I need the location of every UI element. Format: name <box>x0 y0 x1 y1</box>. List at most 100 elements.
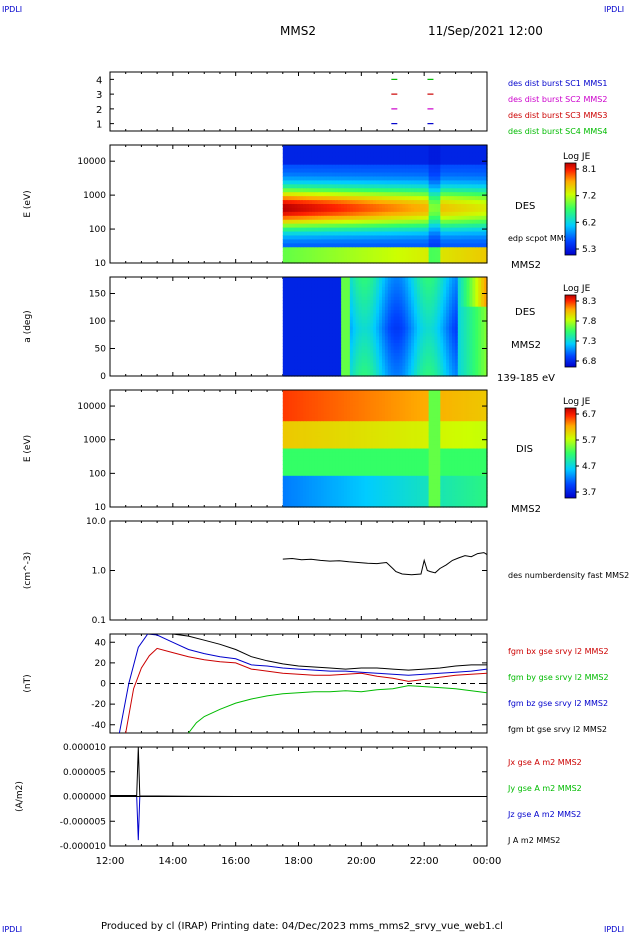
current-panel: 0.000010 0.000005 0.000000 -0.000005 -0.0000… <box>15 743 582 852</box>
fgm-ytick-label: 20 <box>95 659 107 669</box>
fgm-line-black <box>147 634 487 671</box>
spacecraft-ytick-label: 1 <box>96 120 102 131</box>
footer-credit: Produced by cl (IRAP) Printing date: 04/… <box>101 921 503 932</box>
des-energy-ytick-label: 10 <box>95 259 107 269</box>
colorbar-tick-label: 7.8 <box>582 317 597 327</box>
current-line-blue <box>110 796 487 841</box>
current-legend-4: J A m2 MMS2 <box>507 836 560 845</box>
sat-label: MMS2 <box>511 504 541 515</box>
des-energy-panel: 10000 1000 100 10 E (eV) DES edp scpot MMS2 MMS… <box>23 144 596 271</box>
des-pitch-ytick-label: 100 <box>89 317 106 327</box>
colorbar-tick-label: 7.3 <box>582 337 596 347</box>
spacecraft-panel: 4 3 2 1 des dist burst SC1 MMS1 des dist burs… <box>96 71 607 136</box>
dis-label: DIS <box>516 444 533 455</box>
corner-mark-top-left: IPDLI <box>2 5 22 14</box>
spacecraft-ytick-label: 4 <box>96 75 102 86</box>
spacecraft-frame <box>109 71 488 132</box>
colorbar-tick-label: 5.7 <box>582 436 596 446</box>
colorbar-tick-label: 8.3 <box>582 297 596 307</box>
current-ytick-label: 0.000010 <box>63 743 106 753</box>
legend-2: des dist burst SC2 MMS2 <box>508 95 607 104</box>
fgm-ytick-label: 40 <box>95 638 107 648</box>
y-axis-label: E (eV) <box>23 190 33 217</box>
current-line-black <box>110 746 487 797</box>
des-energy-ytick-label: 1000 <box>83 191 106 201</box>
time-tick-label: 12:00 <box>96 856 125 867</box>
dis-energy-panel: 10000 1000 100 10 E (eV) DIS MMS2 Log JE 6.7 5.7 4… <box>23 389 596 515</box>
dis-energy-colorbar <box>564 407 577 499</box>
current-ytick-label: 0.000005 <box>63 768 106 778</box>
colorbar-tick-label: 4.7 <box>582 462 596 472</box>
y-axis-label: (A/m2) <box>15 781 25 812</box>
spacecraft-ytick-label: 3 <box>96 90 102 101</box>
scpot-label: edp scpot MMS2 <box>508 234 574 243</box>
density-line <box>282 552 488 576</box>
time-tick-label: 18:00 <box>284 856 313 867</box>
energy-range-label: 139-185 eV <box>497 373 555 384</box>
time-tick-label: 22:00 <box>410 856 439 867</box>
des-pitch-ytick-label: 50 <box>95 345 107 355</box>
des-energy-ytick-label: 100 <box>89 225 106 235</box>
fgm-ytick-label: -20 <box>91 700 106 710</box>
time-axis: 12:00 14:00 16:00 18:00 20:00 22:00 00:00 <box>96 856 502 867</box>
fgm-legend-2: fgm by gse srvy l2 MMS2 <box>508 673 609 682</box>
panels: 4 3 2 1 des dist burst SC1 MMS1 des dist burs… <box>15 71 629 852</box>
fgm-legend-1: fgm bx gse srvy l2 MMS2 <box>508 647 609 656</box>
fgm-line-red <box>125 647 487 733</box>
fgm-ytick-label: -40 <box>91 721 106 731</box>
legend-1: des dist burst SC1 MMS1 <box>508 79 607 88</box>
corner-mark-bottom-right: IPDLI <box>604 925 624 934</box>
colorbar-tick-label: 3.7 <box>582 488 596 498</box>
fgm-legend-4: fgm bt gse srvy l2 MMS2 <box>508 725 607 734</box>
fgm-line-green <box>188 685 487 733</box>
dis-energy-ytick-label: 1000 <box>83 436 106 446</box>
fgm-line-blue <box>118 634 487 733</box>
colorbar-title: Log JE <box>563 397 591 407</box>
legend-3: des dist burst SC3 MMS3 <box>508 111 607 120</box>
time-tick-label: 16:00 <box>221 856 250 867</box>
y-axis-label: a (deg) <box>23 310 33 342</box>
time-tick-label: 14:00 <box>158 856 187 867</box>
y-axis-label: E (eV) <box>23 435 33 462</box>
colorbar-tick-label: 7.2 <box>582 192 596 202</box>
colorbar-title: Log JE <box>563 152 591 162</box>
y-axis-label: (nT) <box>23 674 33 692</box>
des-pitch-ytick-label: 150 <box>89 290 106 300</box>
colorbar-tick-label: 6.7 <box>582 410 596 420</box>
des-energy-ytick-label: 10000 <box>77 157 106 167</box>
colorbar-tick-label: 6.2 <box>582 218 596 228</box>
sat-label: MMS2 <box>511 340 541 351</box>
current-legend-2: Jy gse A m2 MMS2 <box>507 784 582 793</box>
current-ytick-label: -0.000010 <box>60 842 106 852</box>
fgm-legend-3: fgm bz gse srvy l2 MMS2 <box>508 699 608 708</box>
des-energy-colorbar <box>564 162 577 256</box>
plot-datetime: 11/Sep/2021 12:00 <box>428 24 543 38</box>
density-panel: 10.0 1.0 0.1 (cm^-3) des numberdensity fast … <box>23 517 629 626</box>
corner-mark-bottom-left: IPDLI <box>2 925 22 934</box>
time-tick-label: 00:00 <box>473 856 502 867</box>
density-legend: des numberdensity fast MMS2 <box>508 571 629 580</box>
current-legend-3: Jz gse A m2 MMS2 <box>507 810 581 819</box>
colorbar-tick-label: 5.3 <box>582 245 596 255</box>
des-pitch-panel: 150 100 50 0 a (deg) DES MMS2 139-185 eV Log JE 8… <box>23 276 597 384</box>
corner-mark-top-right: IPDLI <box>604 5 624 14</box>
time-tick-label: 20:00 <box>347 856 376 867</box>
fgm-ytick-label: 0 <box>100 680 106 690</box>
colorbar-tick-label: 8.1 <box>582 165 596 175</box>
plot-title: MMS2 <box>280 24 316 38</box>
density-frame <box>109 520 488 621</box>
fgm-panel: 40 20 0 -20 -40 (nT) fgm bx gse srvy l2 MMS2 fg… <box>23 633 609 734</box>
des-pitch-colorbar <box>564 294 577 368</box>
legend-4: des dist burst SC4 MMS4 <box>508 127 607 136</box>
sat-label: MMS2 <box>511 260 541 271</box>
density-ytick-label: 1.0 <box>92 567 107 577</box>
des-pitch-ytick-label: 0 <box>100 372 106 382</box>
current-ytick-label: -0.000005 <box>60 817 106 827</box>
dis-energy-ytick-label: 10 <box>95 503 107 513</box>
dis-energy-ytick-label: 10000 <box>77 402 106 412</box>
density-ytick-label: 0.1 <box>92 616 106 626</box>
spacecraft-ytick-label: 2 <box>96 105 102 116</box>
density-ytick-label: 10.0 <box>86 517 106 527</box>
y-axis-label: (cm^-3) <box>23 552 33 589</box>
